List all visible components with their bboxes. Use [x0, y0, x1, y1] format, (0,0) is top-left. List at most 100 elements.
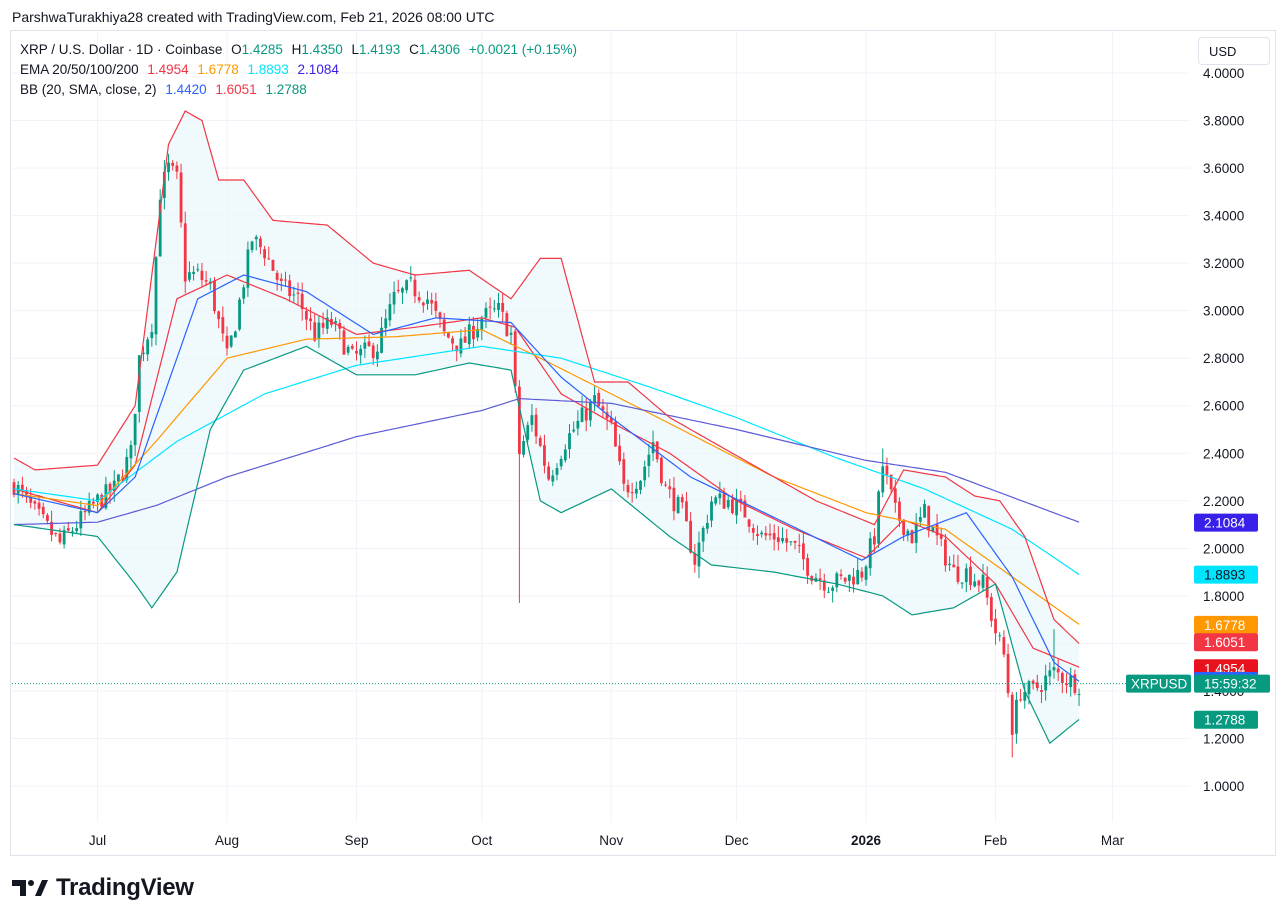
- candle-body: [29, 496, 33, 503]
- candle-body: [839, 574, 843, 577]
- candle-body: [300, 293, 304, 310]
- candle-body: [12, 482, 16, 495]
- ema-label: EMA 20/50/100/200: [20, 62, 139, 77]
- candle-body: [680, 497, 684, 503]
- price-tag-text: 2.1084: [1204, 516, 1246, 531]
- candle-body: [1065, 683, 1068, 686]
- high-label: H: [291, 42, 302, 57]
- price-tag-bg: [1194, 565, 1258, 584]
- candle-body: [647, 454, 651, 467]
- candle-body: [517, 386, 521, 455]
- candle-body: [438, 312, 442, 320]
- candle-body: [1052, 667, 1056, 671]
- candle-body: [998, 635, 1002, 637]
- candle-body: [530, 415, 534, 425]
- candle-body: [885, 465, 889, 475]
- close-label: C: [409, 42, 419, 57]
- high-value: 1.4350: [301, 42, 343, 57]
- candle-body: [964, 568, 968, 583]
- x-tick-label: Oct: [471, 833, 492, 848]
- candle-body: [421, 302, 425, 306]
- series-line-ema-20: [13, 274, 1080, 668]
- candle-body: [417, 297, 421, 301]
- candle-body: [158, 199, 162, 257]
- candle-body: [46, 514, 49, 521]
- y-tick-label: 2.0000: [1203, 541, 1244, 556]
- candle-body: [117, 474, 120, 482]
- candle-body: [555, 467, 559, 475]
- price-tag-ema-200: 2.1084: [1194, 513, 1258, 532]
- candle-body: [442, 319, 446, 332]
- series-line-bb-basis: [13, 274, 1080, 682]
- candle-body: [827, 591, 830, 593]
- candle-body: [225, 335, 229, 349]
- tradingview-logo[interactable]: TradingView: [12, 874, 194, 902]
- candle-body: [476, 328, 480, 338]
- candle-body: [772, 533, 776, 540]
- candle-body: [33, 501, 37, 504]
- candle-body: [822, 580, 826, 591]
- candle-body: [923, 503, 926, 518]
- candle-body: [630, 492, 634, 494]
- candle-body: [634, 488, 638, 494]
- price-tag-bb-upper: 1.6051: [1194, 633, 1258, 652]
- candle-body: [91, 501, 95, 504]
- candle-body: [789, 541, 793, 543]
- candle-body: [83, 511, 87, 513]
- candle-body: [576, 420, 580, 429]
- candle-body: [175, 165, 179, 172]
- tradingview-logo-icon: [12, 880, 48, 896]
- y-tick-label: 3.0000: [1203, 304, 1244, 319]
- candle-body: [835, 573, 839, 588]
- candle-body: [296, 292, 300, 294]
- candle-body: [217, 311, 221, 320]
- candle-body: [756, 533, 759, 536]
- y-tick-label: 1.0000: [1203, 779, 1244, 794]
- low-label: L: [351, 42, 359, 57]
- candle-body: [898, 501, 901, 521]
- candle-body: [989, 597, 993, 621]
- currency-button[interactable]: USD: [1198, 37, 1270, 65]
- candle-body: [196, 269, 200, 271]
- candle-body: [609, 417, 613, 423]
- candle-body: [952, 564, 956, 568]
- candle-body: [655, 441, 659, 460]
- ema20-value: 1.4954: [147, 62, 189, 77]
- candle-body: [137, 355, 141, 412]
- candle-body: [1044, 675, 1048, 691]
- x-tick-label: Mar: [1101, 833, 1125, 848]
- low-value: 1.4193: [359, 42, 401, 57]
- candle-body: [401, 288, 404, 293]
- candle-body: [534, 414, 538, 437]
- candle-body: [747, 519, 751, 527]
- symbol-tag-text: XRPUSD: [1131, 677, 1188, 692]
- candle-body: [62, 530, 66, 545]
- candle-body: [893, 488, 897, 503]
- series-line-ema-100: [13, 345, 1080, 575]
- candle-body: [229, 335, 233, 347]
- candle-body: [267, 258, 271, 260]
- ema100-value: 1.8893: [247, 62, 289, 77]
- y-tick-label: 2.2000: [1203, 494, 1244, 509]
- candle-body: [697, 542, 701, 567]
- candle-body: [626, 484, 630, 493]
- candle-body: [672, 487, 676, 512]
- candle-body: [918, 516, 922, 522]
- candle-body: [664, 484, 667, 486]
- candle-body: [254, 236, 258, 240]
- candle-body: [981, 574, 985, 588]
- candle-body: [643, 466, 647, 481]
- candle-body: [739, 498, 743, 502]
- candle-body: [275, 272, 279, 280]
- candle-body: [367, 341, 371, 346]
- countdown-tag-text: 15:59:32: [1204, 677, 1257, 692]
- candle-body: [484, 308, 488, 318]
- candle-body: [731, 499, 734, 514]
- candle-body: [597, 392, 601, 407]
- candle-body: [969, 566, 972, 585]
- candle-body: [492, 308, 496, 310]
- candle-body: [188, 272, 191, 280]
- open-label: O: [231, 42, 242, 57]
- candle-body: [304, 311, 308, 320]
